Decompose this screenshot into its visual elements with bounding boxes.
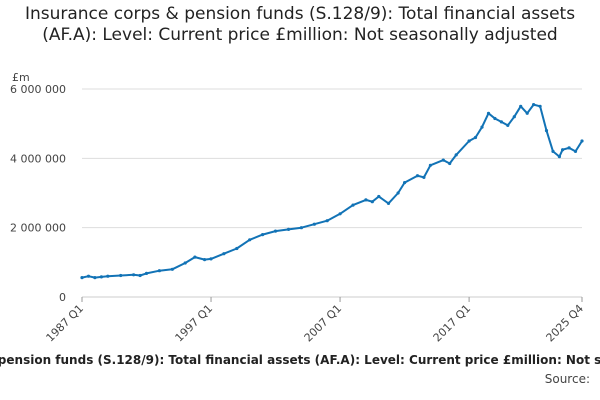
- data-point: [403, 181, 407, 185]
- y-tick-label: 6 000 000: [10, 83, 66, 96]
- series-line: [81, 103, 583, 279]
- data-point: [203, 258, 207, 262]
- data-point: [235, 246, 239, 251]
- y-tick-label: 4 000 000: [10, 152, 66, 165]
- data-point: [261, 233, 265, 237]
- data-point: [312, 222, 316, 226]
- footer-caption-strip: Insurance corps & pension funds (S.128/9…: [0, 353, 600, 373]
- data-point: [299, 226, 303, 230]
- data-point: [248, 238, 252, 242]
- data-point: [338, 212, 342, 216]
- x-tick-label: 2017 Q1: [431, 302, 474, 345]
- y-tick-label: 2 000 000: [10, 222, 66, 235]
- data-point: [422, 175, 426, 179]
- data-point: [80, 276, 84, 280]
- data-point: [325, 219, 329, 223]
- data-point: [493, 116, 497, 121]
- data-point: [551, 149, 555, 153]
- data-point: [86, 274, 91, 278]
- data-point: [525, 111, 529, 115]
- data-point: [396, 191, 400, 195]
- chart-title: Insurance corps & pension funds (S.128/9…: [24, 4, 576, 45]
- chart-caption: Insurance corps & pension funds (S.128/9…: [0, 353, 600, 367]
- data-point: [428, 163, 432, 167]
- data-point: [441, 158, 445, 162]
- data-point: [144, 271, 149, 275]
- data-point: [480, 125, 484, 129]
- data-point: [532, 103, 536, 107]
- series-group: [80, 103, 584, 280]
- data-point: [193, 255, 197, 259]
- data-point: [486, 111, 491, 115]
- source-label: Source:: [544, 372, 590, 386]
- data-point: [473, 135, 478, 140]
- data-point: [119, 273, 123, 278]
- data-point: [538, 104, 542, 108]
- y-tick-label: 0: [59, 291, 66, 304]
- data-point: [454, 153, 458, 157]
- data-point: [499, 120, 503, 124]
- data-point: [99, 275, 103, 279]
- data-point: [370, 200, 374, 204]
- x-tick-label: 1987 Q1: [44, 302, 87, 345]
- data-point: [93, 276, 97, 280]
- data-point: [512, 115, 516, 119]
- data-point: [351, 203, 355, 207]
- data-point: [567, 146, 571, 150]
- y-axis-unit-label: £m: [12, 71, 30, 84]
- data-point: [183, 261, 187, 265]
- data-point: [519, 104, 523, 108]
- data-point: [170, 267, 174, 271]
- data-point: [286, 227, 291, 231]
- data-point: [544, 129, 549, 133]
- data-point: [557, 155, 562, 159]
- data-point: [561, 148, 565, 152]
- data-point: [273, 229, 278, 233]
- data-point: [415, 174, 420, 178]
- x-tick-label: 2025 Q4: [544, 302, 587, 345]
- x-axis: 1987 Q1 1997 Q1 2007 Q1 2017 Q1 2025 Q4: [44, 297, 587, 345]
- x-tick-label: 1997 Q1: [173, 302, 216, 345]
- data-point: [573, 149, 578, 153]
- data-point: [106, 274, 110, 278]
- data-point: [157, 269, 161, 273]
- data-point: [386, 201, 391, 205]
- data-point: [364, 198, 368, 202]
- data-point: [132, 273, 136, 277]
- y-axis-ticks: 0 2 000 000 4 000 000 6 000 000: [10, 83, 66, 304]
- data-point: [222, 252, 226, 256]
- x-tick-label: 2007 Q1: [302, 302, 345, 345]
- data-point: [448, 161, 452, 166]
- data-point: [580, 139, 584, 143]
- data-point: [138, 273, 142, 278]
- data-point: [467, 139, 471, 143]
- data-point: [506, 123, 510, 127]
- data-point: [377, 194, 381, 199]
- gridlines: [82, 88, 582, 298]
- data-point: [209, 257, 213, 261]
